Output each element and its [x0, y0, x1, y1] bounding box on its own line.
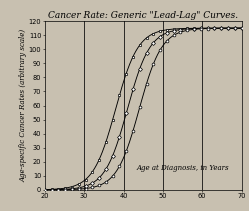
- Y-axis label: Age-specific Cancer Rates (arbitrary scale): Age-specific Cancer Rates (arbitrary sca…: [19, 29, 27, 182]
- Title: Cancer Rate: Generic "Lead-Lag" Curves.: Cancer Rate: Generic "Lead-Lag" Curves.: [48, 11, 238, 20]
- Text: Age at Diagnosis, in Years: Age at Diagnosis, in Years: [136, 164, 229, 172]
